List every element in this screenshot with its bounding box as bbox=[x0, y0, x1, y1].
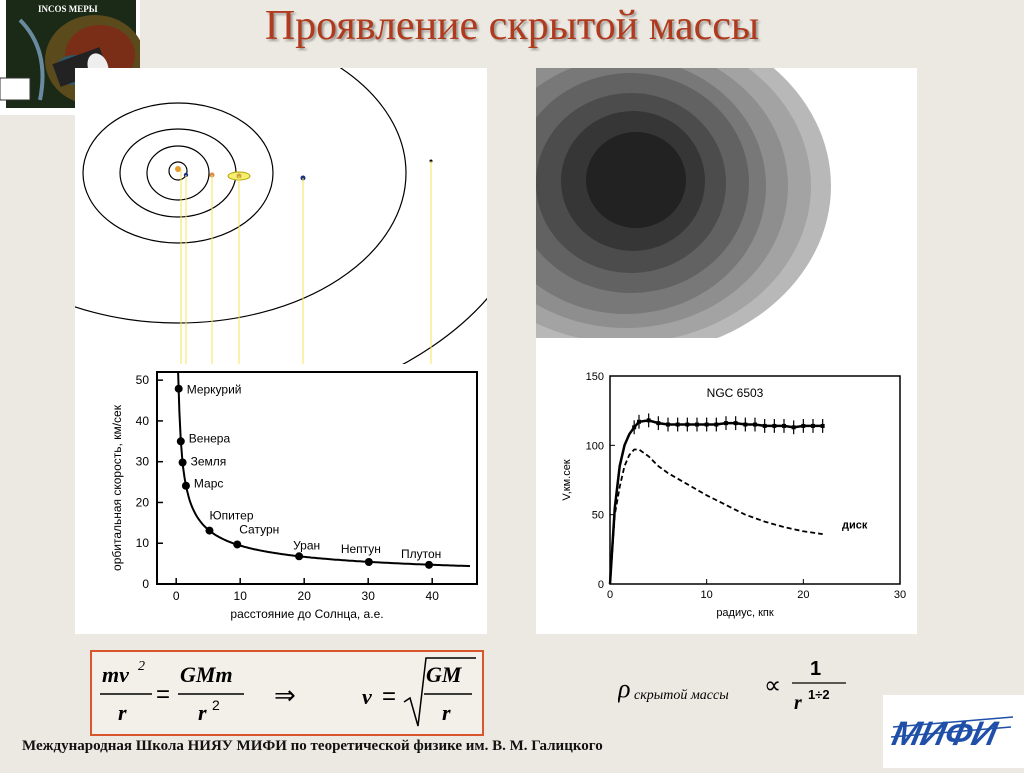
implies-icon: ⇒ bbox=[274, 680, 296, 710]
formula-lhs-sup: 2 bbox=[138, 659, 145, 674]
chart1-ytick-label: 50 bbox=[136, 373, 150, 387]
chart1-xtick-label: 0 bbox=[173, 589, 180, 603]
orbit-uranus bbox=[82, 102, 274, 244]
chart2-xtick-label: 0 bbox=[607, 589, 613, 601]
planetary-velocity-chart: 0 10 20 30 40 0 10 20 30 40 50 Меркурий Венера Земля… bbox=[75, 364, 487, 634]
formula-equals-2: = bbox=[382, 683, 396, 710]
chart1-xtick-label: 20 bbox=[298, 589, 312, 603]
chart2-frame bbox=[609, 375, 901, 585]
formula-sqrt-numerator: GM bbox=[426, 662, 463, 687]
chart1-point bbox=[174, 384, 183, 393]
density-subscript: скрытой массы bbox=[634, 688, 729, 703]
rotation-curve-chart: 0 10 20 30 0 50 100 150 NGC 6503 диск радиус, к… bbox=[536, 364, 917, 634]
mifi-logo-text: МИФИ bbox=[889, 715, 1002, 753]
sqrt-icon bbox=[403, 657, 476, 727]
chart1-frame bbox=[156, 371, 478, 585]
chart1-ytick-label: 20 bbox=[136, 495, 150, 509]
formula-v: v bbox=[362, 684, 372, 709]
chart1-point bbox=[233, 540, 242, 549]
chart1-point bbox=[205, 526, 214, 535]
chart1-point-label: Венера bbox=[189, 431, 231, 445]
chart2-ytick-label: 50 bbox=[592, 510, 604, 522]
chart1-point bbox=[181, 481, 190, 490]
density-denominator: r bbox=[794, 692, 802, 714]
chart1-point-label: Юпитер bbox=[209, 509, 253, 523]
formula-sqrt-denominator: r bbox=[442, 700, 451, 725]
chart1-point-label: Нептун bbox=[341, 542, 381, 556]
density-rho: ρ bbox=[618, 674, 630, 703]
footer-text: Международная Школа НИЯУ МИФИ по теорети… bbox=[22, 738, 603, 754]
chart2-xtick-label: 10 bbox=[701, 589, 713, 601]
orbit-saturn bbox=[119, 128, 237, 218]
chart2-series-label-disk: диск bbox=[842, 520, 868, 532]
chart1-point bbox=[364, 557, 373, 566]
velocity-formula-box: mv 2 r = GMm r 2 ⇒ v = GM r bbox=[90, 650, 484, 736]
formula-lhs-denominator: r bbox=[118, 700, 127, 725]
density-den-sup: 1÷2 bbox=[808, 687, 830, 702]
incos-logo: INCOS MEPЫ bbox=[0, 0, 145, 115]
chart1-point-label: Марс bbox=[194, 477, 223, 491]
galaxy-panel: 0 10 20 30 0 50 100 150 NGC 6503 диск радиус, к… bbox=[536, 68, 917, 634]
formula-rhs-numerator: GMm bbox=[180, 662, 233, 687]
chart2-ytick-label: 0 bbox=[598, 579, 604, 591]
chart1-point bbox=[178, 458, 187, 467]
chart1-ytick-label: 40 bbox=[136, 414, 150, 428]
chart1-xtick-label: 40 bbox=[426, 589, 440, 603]
chart1-xtick-label: 10 bbox=[234, 589, 248, 603]
proportional-icon: ∝ bbox=[764, 672, 781, 699]
density-numerator: 1 bbox=[810, 658, 821, 680]
mifi-logo: МИФИ bbox=[883, 695, 1024, 768]
sun-icon bbox=[175, 166, 181, 172]
velocity-formula: mv 2 r = GMm r 2 ⇒ v = GM r bbox=[100, 657, 476, 727]
orbit-jupiter bbox=[146, 145, 210, 201]
chart2-xlabel: радиус, кпк bbox=[716, 607, 774, 619]
chart1-point bbox=[295, 552, 304, 561]
chart2-ytick-label: 100 bbox=[586, 440, 604, 452]
chart2-ylabel: V,км.сек bbox=[561, 459, 573, 500]
chart1-xlabel: расстояние до Солнца, а.е. bbox=[230, 607, 383, 621]
chart1-point-label: Земля bbox=[191, 455, 227, 469]
formula-equals: = bbox=[156, 681, 170, 708]
chart1-point-label: Плутон bbox=[401, 547, 441, 561]
chart1-xtick-label: 30 bbox=[362, 589, 376, 603]
chart2-xtick-label: 30 bbox=[894, 589, 906, 601]
formula-lhs-numerator: mv bbox=[102, 662, 129, 687]
chart1-ylabel: орбитальная скорость, км/сек bbox=[110, 404, 124, 571]
solar-system-panel: 0 10 20 30 40 0 10 20 30 40 50 Меркурий Венера Земля… bbox=[0, 0, 539, 634]
chart1-kepler-curve bbox=[177, 371, 471, 568]
density-formula: ρ скрытой массы ∝ 1 r 1÷2 bbox=[618, 658, 846, 714]
chart1-ytick-label: 10 bbox=[136, 536, 150, 550]
chart2-title: NGC 6503 bbox=[707, 386, 764, 400]
orbit-neptune bbox=[0, 22, 407, 324]
formula-rhs-sup: 2 bbox=[212, 697, 220, 713]
chart2-ytick-label: 150 bbox=[586, 371, 604, 383]
chart1-point-label: Уран bbox=[293, 538, 320, 552]
slide-title: Проявление скрытой массы bbox=[264, 3, 760, 49]
chart1-point bbox=[425, 560, 433, 569]
chart2-xtick-label: 20 bbox=[797, 589, 809, 601]
dark-halo-figure bbox=[536, 68, 917, 358]
chart1-ytick-label: 30 bbox=[136, 455, 150, 469]
formula-rhs-denominator: r bbox=[198, 700, 207, 725]
chart2-disk-curve bbox=[609, 448, 823, 585]
chart1-point-label: Сатурн bbox=[239, 522, 279, 536]
chart1-point bbox=[176, 437, 185, 446]
logo-text: INCOS MEPЫ bbox=[38, 4, 98, 14]
orbit-inner bbox=[168, 161, 188, 181]
chart1-point-label: Меркурий bbox=[187, 383, 242, 397]
chart1-ytick-label: 0 bbox=[142, 577, 149, 591]
